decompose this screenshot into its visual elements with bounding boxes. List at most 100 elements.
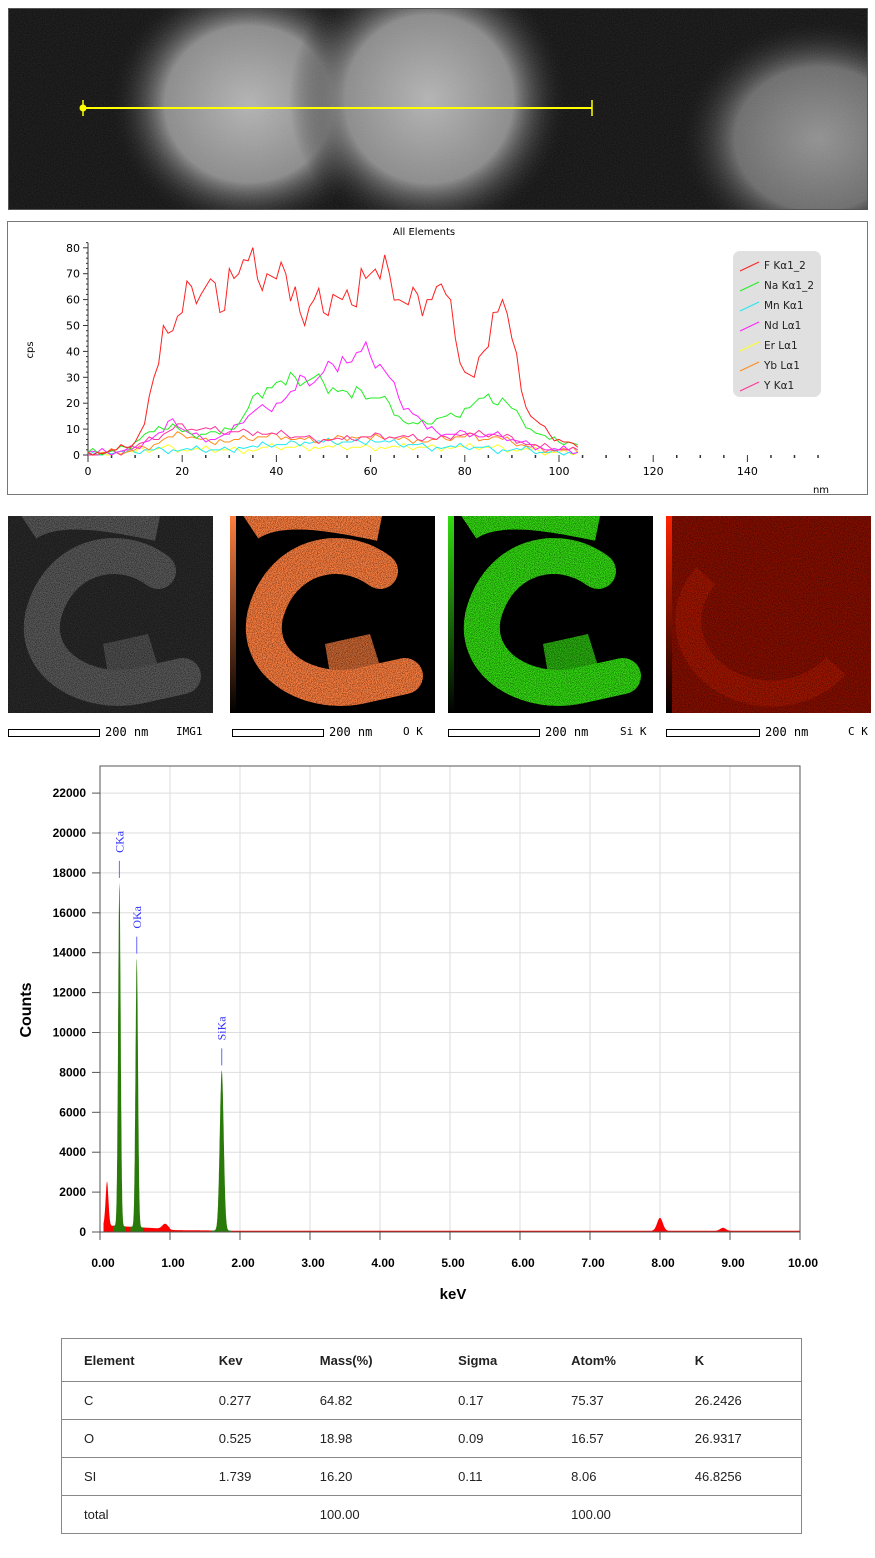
table-cell: C xyxy=(61,1381,197,1420)
table-cell: 18.98 xyxy=(297,1419,437,1458)
table-cell xyxy=(196,1495,298,1534)
map-label: O K xyxy=(403,725,423,738)
linescan-start-handle[interactable] xyxy=(79,104,87,112)
spectrum-x-label: keV xyxy=(440,1286,467,1303)
legend-swatch xyxy=(739,381,760,392)
legend-label: Er Lα1 xyxy=(764,340,798,352)
column-header: Kev xyxy=(196,1338,298,1382)
scale-bar xyxy=(666,729,760,737)
y-tick-label: 14000 xyxy=(53,946,87,960)
y-tick-label: 0 xyxy=(73,449,80,462)
y-tick-label: 0 xyxy=(79,1225,86,1239)
legend-swatch xyxy=(739,281,760,292)
table-cell: 46.8256 xyxy=(672,1457,802,1496)
scale-bar-label: 200 nm xyxy=(765,725,809,739)
column-header: K xyxy=(672,1338,802,1382)
table-row: total 100.00 100.00 xyxy=(61,1495,802,1534)
spectrum-y-label: Counts xyxy=(18,982,35,1037)
legend-label: Y Kα1 xyxy=(764,380,795,392)
color-scale-bar xyxy=(666,516,672,713)
series-line-na-k-1-2 xyxy=(87,371,578,456)
x-tick-label: 10.00 xyxy=(788,1256,818,1270)
peak-sika xyxy=(211,1070,232,1232)
legend-label: Na Kα1_2 xyxy=(764,280,815,292)
map-label: IMG1 xyxy=(176,725,203,738)
table-cell: 8.06 xyxy=(549,1457,673,1496)
peak-label: CKa xyxy=(112,830,126,853)
legend-item: Na Kα1_2 xyxy=(739,276,821,296)
y-tick-label: 70 xyxy=(66,268,80,281)
y-tick-label: 6000 xyxy=(59,1105,86,1119)
eds-spectrum-chart: CKa OKa SiKa 0 2000 4000 6000 8000 10000 12000 14… xyxy=(18,765,818,1303)
scale-bar xyxy=(8,729,100,737)
x-tick-label: 100 xyxy=(549,465,570,478)
table-cell: 26.9317 xyxy=(672,1419,802,1458)
column-header: Element xyxy=(61,1338,197,1382)
y-tick-label: 80 xyxy=(66,242,80,255)
linescan-legend: F Kα1_2 Na Kα1_2 Mn Kα1 Nd Lα1 Er Lα1 Yb Lα1 Y… xyxy=(733,251,821,397)
legend-item: Y Kα1 xyxy=(739,376,821,396)
y-tick-label: 50 xyxy=(66,320,80,333)
quantification-table: Element Kev Mass(%) Sigma Atom% K C 0.277 64.82… xyxy=(61,1338,802,1534)
x-tick-label: 8.00 xyxy=(651,1256,675,1270)
column-header: Atom% xyxy=(549,1338,673,1382)
x-tick-label: 2.00 xyxy=(231,1256,255,1270)
legend-item: Mn Kα1 xyxy=(739,296,821,316)
table-cell: 100.00 xyxy=(297,1495,437,1534)
scale-bar-label: 200 nm xyxy=(105,725,149,739)
x-tick-label: 3.00 xyxy=(301,1256,325,1270)
y-tick-label: 10 xyxy=(66,423,80,436)
legend-swatch xyxy=(739,261,760,272)
legend-item: Nd Lα1 xyxy=(739,316,821,336)
element-map-si-k xyxy=(448,516,653,713)
legend-item: F Kα1_2 xyxy=(739,256,821,276)
x-tick-label: 40 xyxy=(269,465,283,478)
legend-swatch xyxy=(739,321,760,332)
linescan-plot: All Elements cps nm 0 10 20 30 40 50 60 70 80 0 20… xyxy=(25,227,829,496)
legend-label: Mn Kα1 xyxy=(764,300,804,312)
element-map-img1 xyxy=(8,516,213,713)
column-header: Mass(%) xyxy=(297,1338,437,1382)
table-cell xyxy=(436,1495,550,1534)
peak-oka xyxy=(130,958,144,1232)
x-tick-label: 60 xyxy=(364,465,378,478)
legend-item: Yb Lα1 xyxy=(739,356,821,376)
color-scale-bar xyxy=(230,516,236,713)
table-cell: total xyxy=(61,1495,197,1534)
y-tick-label: 30 xyxy=(66,371,80,384)
table-cell: 0.11 xyxy=(436,1457,550,1496)
linescan-y-label: cps xyxy=(25,341,36,358)
table-cell xyxy=(672,1495,802,1534)
scale-bar-label: 200 nm xyxy=(545,725,589,739)
y-tick-label: 2000 xyxy=(59,1185,86,1199)
table-cell: 0.525 xyxy=(196,1419,298,1458)
legend-swatch xyxy=(739,361,760,372)
table-cell: 64.82 xyxy=(297,1381,437,1420)
x-tick-label: 4.00 xyxy=(371,1256,395,1270)
series-line-f-k-1-2 xyxy=(87,247,579,456)
x-tick-label: 20 xyxy=(175,465,189,478)
y-tick-label: 12000 xyxy=(53,986,87,1000)
table-cell: O xyxy=(61,1419,197,1458)
y-tick-label: 20000 xyxy=(53,826,87,840)
y-tick-label: 40 xyxy=(66,345,80,358)
x-tick-label: 5.00 xyxy=(441,1256,465,1270)
table-cell: 26.2426 xyxy=(672,1381,802,1420)
column-header: Sigma xyxy=(436,1338,550,1382)
scale-bar xyxy=(448,729,540,737)
y-tick-label: 20 xyxy=(66,397,80,410)
y-tick-label: 22000 xyxy=(53,786,87,800)
x-tick-label: 120 xyxy=(643,465,664,478)
spectrum-background-area xyxy=(103,1181,800,1232)
table-cell: 0.277 xyxy=(196,1381,298,1420)
peak-label: OKa xyxy=(130,905,144,928)
series-line-yb-l-1 xyxy=(88,431,579,456)
table-cell: 75.37 xyxy=(549,1381,673,1420)
map-label: C K xyxy=(848,725,868,738)
element-map-o-k xyxy=(230,516,435,713)
x-tick-label: 0 xyxy=(85,465,92,478)
color-scale-bar xyxy=(448,516,454,713)
x-tick-label: 9.00 xyxy=(721,1256,745,1270)
peak-label: SiKa xyxy=(215,1016,229,1041)
sem-image-graphic xyxy=(9,9,867,209)
